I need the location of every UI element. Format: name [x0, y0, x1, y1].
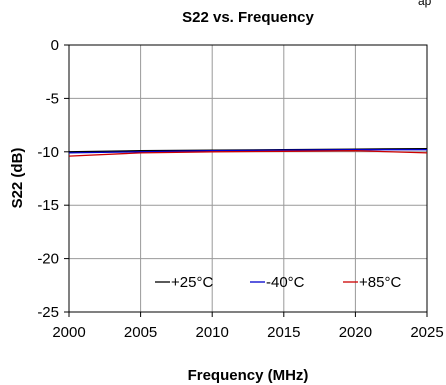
x-tick-label: 2025	[410, 324, 443, 341]
x-tick-label: 2005	[124, 324, 157, 341]
x-tick-label: 2000	[52, 324, 85, 341]
x-axis-label: Frequency (MHz)	[188, 367, 309, 384]
y-tick-label: -10	[37, 144, 59, 161]
plot-area-border	[68, 44, 428, 313]
legend-label: +85°C	[359, 274, 401, 291]
corner-text: ap	[418, 0, 432, 8]
y-tick-label: 0	[51, 37, 59, 54]
y-tick-label: -25	[37, 304, 59, 321]
grid-lines	[69, 45, 427, 312]
y-axis-label: S22 (dB)	[9, 148, 26, 209]
y-tick-label: -15	[37, 197, 59, 214]
y-tick-label: -5	[46, 90, 59, 107]
y-tick-label: -20	[37, 251, 59, 268]
series-line-40C	[68, 149, 427, 154]
series-lines	[68, 147, 428, 157]
legend: +25°C -40°C +85°C	[155, 274, 401, 291]
series-line-85C	[68, 150, 428, 157]
x-tick-label: 2020	[339, 324, 372, 341]
chart-title: S22 vs. Frequency	[182, 9, 314, 26]
legend-label: -40°C	[266, 274, 305, 291]
x-tick-label: 2015	[267, 324, 300, 341]
x-tick-label: 2010	[196, 324, 229, 341]
axis-ticks: 2000 2005 2010 2015 2020 2025 0 -5 -10 -15 -20 -25	[37, 37, 443, 341]
legend-label: +25°C	[171, 274, 213, 291]
